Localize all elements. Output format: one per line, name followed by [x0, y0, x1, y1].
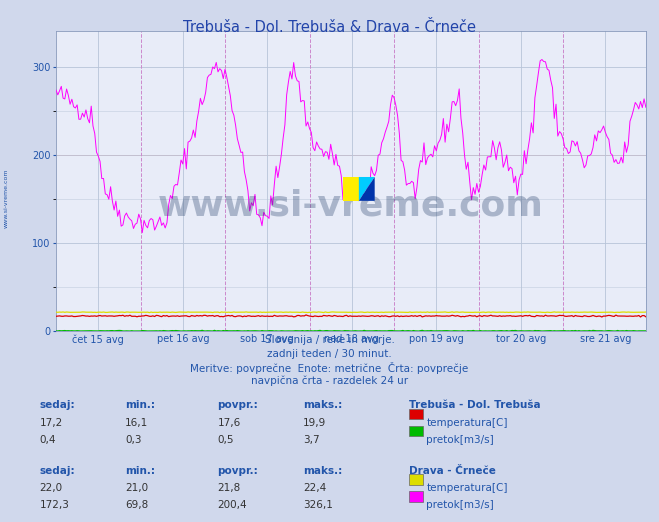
Text: zadnji teden / 30 minut.: zadnji teden / 30 minut.: [267, 349, 392, 359]
Text: 17,6: 17,6: [217, 418, 241, 428]
Text: maks.:: maks.:: [303, 466, 343, 476]
Text: min.:: min.:: [125, 400, 156, 410]
Text: www.si-vreme.com: www.si-vreme.com: [3, 169, 9, 228]
Text: povpr.:: povpr.:: [217, 400, 258, 410]
Text: 0,4: 0,4: [40, 435, 56, 445]
Text: 17,2: 17,2: [40, 418, 63, 428]
Text: 3,7: 3,7: [303, 435, 320, 445]
Polygon shape: [359, 177, 375, 201]
Text: Meritve: povprečne  Enote: metrične  Črta: povprečje: Meritve: povprečne Enote: metrične Črta:…: [190, 362, 469, 374]
Text: 16,1: 16,1: [125, 418, 148, 428]
Text: 19,9: 19,9: [303, 418, 326, 428]
Text: temperatura[C]: temperatura[C]: [426, 418, 508, 428]
Text: pretok[m3/s]: pretok[m3/s]: [426, 435, 494, 445]
Text: 22,0: 22,0: [40, 483, 63, 493]
Text: 0,3: 0,3: [125, 435, 142, 445]
Text: Trebuša - Dol. Trebuša & Drava - Črneče: Trebuša - Dol. Trebuša & Drava - Črneče: [183, 20, 476, 35]
Bar: [343, 177, 359, 201]
Text: 69,8: 69,8: [125, 500, 148, 511]
Polygon shape: [359, 177, 375, 201]
Text: 172,3: 172,3: [40, 500, 69, 511]
Text: maks.:: maks.:: [303, 400, 343, 410]
Text: 21,0: 21,0: [125, 483, 148, 493]
Text: Trebuša - Dol. Trebuša: Trebuša - Dol. Trebuša: [409, 400, 540, 410]
Text: 0,5: 0,5: [217, 435, 234, 445]
Text: min.:: min.:: [125, 466, 156, 476]
Text: 200,4: 200,4: [217, 500, 247, 511]
Text: Slovenija / reke in morje.: Slovenija / reke in morje.: [264, 335, 395, 345]
Text: 21,8: 21,8: [217, 483, 241, 493]
Text: temperatura[C]: temperatura[C]: [426, 483, 508, 493]
Text: www.si-vreme.com: www.si-vreme.com: [158, 188, 544, 222]
Text: povpr.:: povpr.:: [217, 466, 258, 476]
Text: pretok[m3/s]: pretok[m3/s]: [426, 500, 494, 511]
Text: Drava - Črneče: Drava - Črneče: [409, 466, 496, 476]
Text: 22,4: 22,4: [303, 483, 326, 493]
Text: sedaj:: sedaj:: [40, 466, 75, 476]
Text: 326,1: 326,1: [303, 500, 333, 511]
Text: sedaj:: sedaj:: [40, 400, 75, 410]
Text: navpična črta - razdelek 24 ur: navpična črta - razdelek 24 ur: [251, 376, 408, 386]
